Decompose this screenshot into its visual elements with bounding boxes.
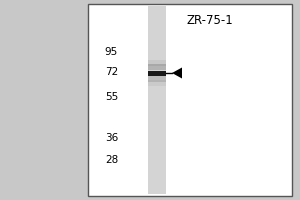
Bar <box>88 4 292 196</box>
Text: 72: 72 <box>105 67 118 77</box>
Polygon shape <box>172 68 182 78</box>
Bar <box>148 80 166 86</box>
Bar <box>148 71 166 75</box>
Bar <box>148 60 166 66</box>
Bar <box>148 76 166 82</box>
Text: 95: 95 <box>105 47 118 57</box>
Bar <box>148 64 166 70</box>
Text: 55: 55 <box>105 92 118 102</box>
Bar <box>148 6 166 194</box>
Text: 28: 28 <box>105 155 118 165</box>
Text: ZR-75-1: ZR-75-1 <box>187 14 233 27</box>
Text: 36: 36 <box>105 133 118 143</box>
